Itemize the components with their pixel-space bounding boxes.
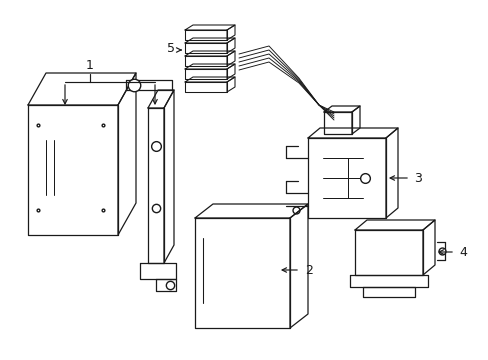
Text: 5: 5: [167, 41, 175, 54]
Text: 2: 2: [305, 264, 312, 276]
Text: 1: 1: [86, 59, 94, 72]
Text: 4: 4: [458, 246, 466, 258]
Text: 3: 3: [413, 171, 421, 184]
